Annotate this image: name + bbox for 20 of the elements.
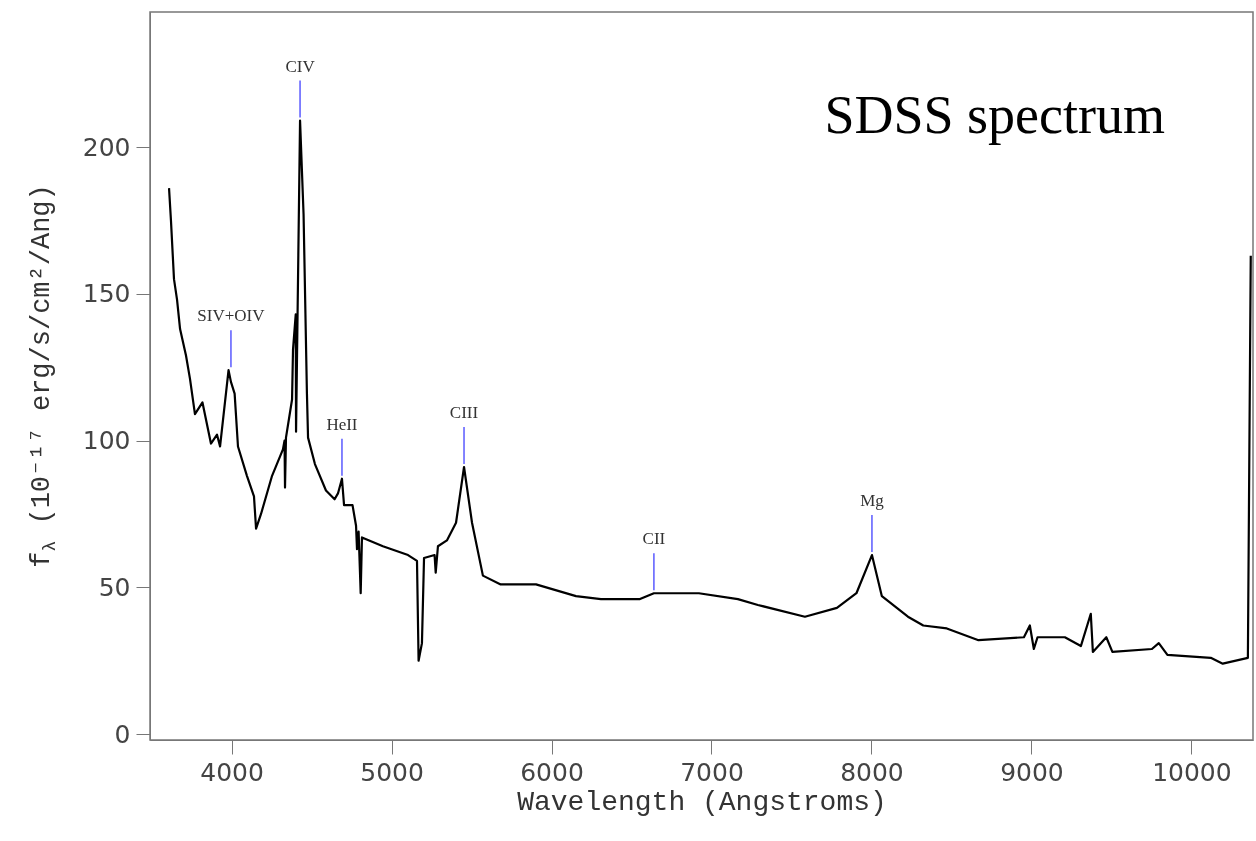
x-axis-title: Wavelength (Angstroms) bbox=[517, 786, 887, 818]
x-tick-label: 7000 bbox=[680, 757, 744, 787]
y-tick-label: 0 bbox=[114, 719, 131, 749]
annotation: CII bbox=[642, 529, 666, 549]
annotation: HeII bbox=[326, 414, 358, 434]
x-tick-label: 6000 bbox=[520, 757, 584, 787]
y-tick-label: 50 bbox=[98, 572, 131, 602]
annotation: SDSS spectrum bbox=[824, 85, 1165, 145]
y-tick-label: 100 bbox=[82, 426, 131, 456]
x-tick-label: 5000 bbox=[360, 757, 424, 787]
x-tick-label: 10000 bbox=[1152, 757, 1232, 787]
annotation: SIV+OIV bbox=[197, 306, 266, 326]
annotation: CIV bbox=[285, 56, 316, 76]
y-tick-label: 150 bbox=[82, 279, 131, 309]
x-tick-label: 8000 bbox=[840, 757, 904, 787]
x-tick-label: 9000 bbox=[1000, 757, 1064, 787]
annotation: CIII bbox=[449, 403, 479, 422]
y-tick-label: 200 bbox=[82, 132, 131, 162]
x-tick-label: 4000 bbox=[200, 757, 264, 787]
annotation: Mg bbox=[860, 491, 885, 511]
